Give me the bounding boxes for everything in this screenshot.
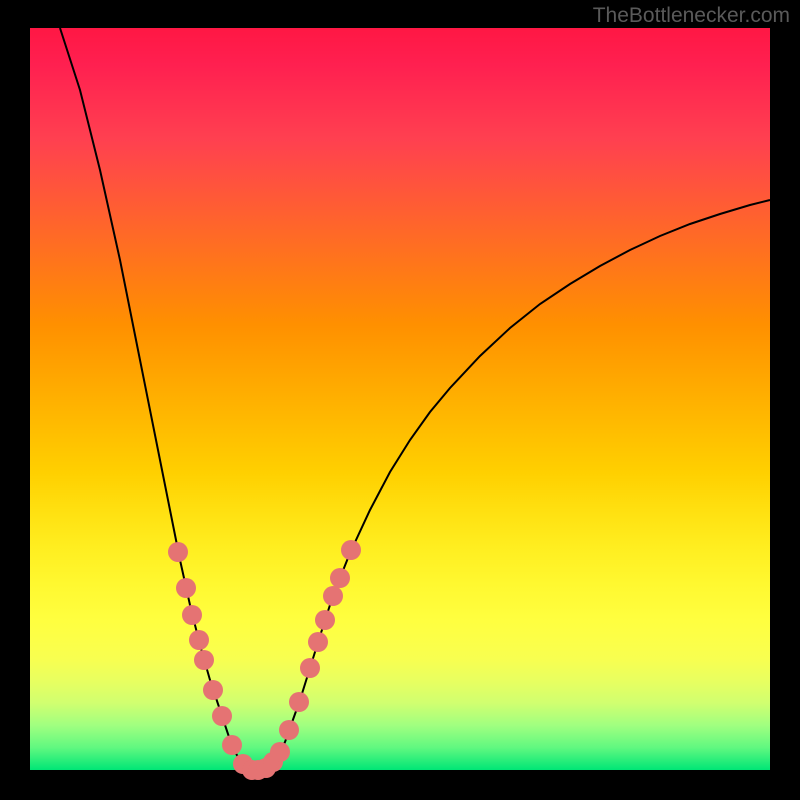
data-marker: [222, 735, 242, 755]
data-marker: [168, 542, 188, 562]
data-marker: [270, 742, 290, 762]
chart-background: [30, 28, 770, 770]
data-marker: [189, 630, 209, 650]
data-marker: [203, 680, 223, 700]
bottleneck-chart: [0, 0, 800, 800]
data-marker: [212, 706, 232, 726]
data-marker: [330, 568, 350, 588]
data-marker: [176, 578, 196, 598]
data-marker: [308, 632, 328, 652]
data-marker: [279, 720, 299, 740]
data-marker: [323, 586, 343, 606]
data-marker: [300, 658, 320, 678]
data-marker: [182, 605, 202, 625]
chart-container: TheBottlenecker.com: [0, 0, 800, 800]
data-marker: [289, 692, 309, 712]
data-marker: [315, 610, 335, 630]
data-marker: [341, 540, 361, 560]
watermark-text: TheBottlenecker.com: [593, 4, 790, 28]
data-marker: [194, 650, 214, 670]
